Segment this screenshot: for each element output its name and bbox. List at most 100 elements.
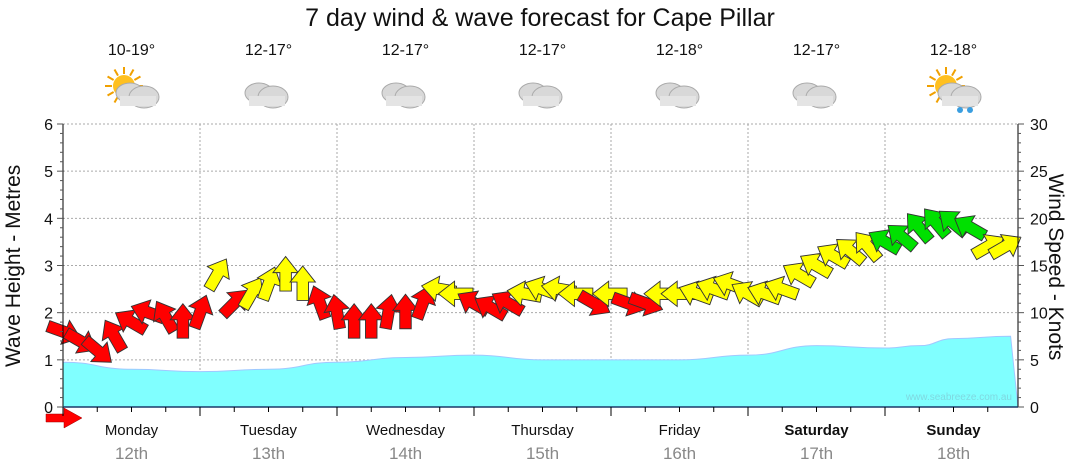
temperature-range: 12-18°: [655, 42, 704, 59]
wind-arrow-shape: [340, 302, 368, 339]
wind-arrow: [764, 275, 800, 302]
right-axis-label: Wind Speed - Knots: [1044, 173, 1067, 361]
cloudy-weather-icon: [200, 66, 337, 116]
wind-arrow-shape: [474, 295, 509, 322]
right-tick-label: 25: [1030, 164, 1048, 181]
day-forecast: 12-17°: [337, 42, 474, 116]
wind-arrow: [375, 293, 403, 331]
wind-arrow: [799, 252, 834, 280]
wind-arrow-shape: [391, 293, 420, 330]
left-tick-label: 3: [44, 259, 53, 276]
wind-arrow: [836, 239, 868, 267]
day-label: Wednesday: [366, 422, 445, 439]
wind-arrow: [591, 280, 628, 308]
wind-arrow-shape: [256, 266, 282, 303]
wind-arrow: [101, 319, 129, 354]
temperature-range: 12-17°: [381, 42, 430, 59]
wind-arrow: [868, 229, 903, 256]
wind-arrow-shape: [272, 255, 300, 292]
wind-arrow: [855, 231, 884, 264]
wind-arrow: [906, 213, 935, 245]
cloudy-weather-icon: [337, 66, 474, 116]
wind-arrow: [289, 265, 317, 301]
left-tick-label: 4: [44, 211, 53, 228]
wind-arrow-shape: [187, 294, 214, 331]
temperature-range: 12-17°: [244, 42, 293, 59]
chart-title: 7 day wind & wave forecast for Cape Pill…: [305, 4, 775, 32]
day-forecast: 12-17°: [474, 42, 611, 116]
wind-arrow: [357, 302, 385, 339]
wind-arrow-shape: [491, 290, 526, 317]
wind-arrow: [924, 208, 952, 240]
wind-arrow-shape: [764, 275, 800, 302]
date-label: 14th: [389, 444, 422, 463]
wind-arrow: [887, 224, 919, 253]
wind-arrow-shape: [80, 334, 112, 363]
wind-arrow: [557, 280, 594, 308]
left-tick-label: 5: [44, 164, 53, 181]
wind-arrow-shape: [203, 258, 230, 293]
wind-arrow: [80, 334, 112, 363]
left-tick-label: 6: [44, 117, 53, 134]
wind-arrow: [114, 309, 149, 336]
wind-direction-marker-arrow: [45, 407, 83, 429]
wind-arrow-shape: [855, 231, 884, 264]
wind-arrow: [272, 255, 300, 292]
right-tick-label: 15: [1030, 259, 1048, 276]
partly-cloudy-weather-icon: [63, 66, 200, 116]
date-label: 13th: [252, 444, 285, 463]
wind-arrow: [187, 294, 214, 331]
wind-arrow: [954, 215, 989, 242]
wind-arrow: [782, 262, 817, 289]
wind-arrow-shape: [101, 319, 129, 354]
wind-arrow-shape: [987, 233, 1022, 261]
wind-arrow: [817, 243, 852, 270]
wind-arrow-shape: [357, 302, 385, 339]
left-axis-label: Wave Height - Metres: [2, 164, 25, 367]
day-label: Friday: [659, 422, 701, 439]
wind-arrow-shape: [836, 239, 868, 267]
temperature-range: 12-18°: [929, 42, 978, 59]
wind-arrow-shape: [323, 293, 351, 331]
wind-arrow-shape: [557, 280, 594, 308]
wind-arrow: [987, 233, 1022, 261]
wind-arrow-shape: [906, 213, 935, 245]
temperature-range: 12-17°: [518, 42, 567, 59]
wind-arrow: [474, 295, 509, 322]
left-tick-label: 2: [44, 306, 53, 323]
wind-arrow-shape: [817, 243, 852, 270]
temperature-range: 12-17°: [792, 42, 841, 59]
watermark: www.seabreeze.com.au: [905, 392, 1012, 403]
cloudy-weather-icon: [474, 66, 611, 116]
wind-arrow: [323, 293, 351, 331]
right-tick-label: 30: [1030, 117, 1048, 134]
right-tick-label: 5: [1030, 353, 1039, 370]
day-label: Thursday: [511, 422, 574, 439]
right-tick-label: 0: [1030, 400, 1039, 417]
day-label: Monday: [105, 422, 159, 439]
date-label: 12th: [115, 444, 148, 463]
wind-arrow-shape: [924, 208, 952, 240]
left-tick-label: 0: [44, 400, 53, 417]
wave-height-area: [62, 335, 1019, 408]
wind-arrow-shape: [114, 309, 149, 336]
right-tick-label: 10: [1030, 306, 1048, 323]
shower-weather-icon: [885, 66, 1022, 116]
wind-arrow-shape: [591, 280, 628, 308]
wind-arrow: [169, 302, 197, 339]
day-forecast: 12-17°: [748, 42, 885, 116]
wind-arrow-shape: [799, 252, 834, 280]
wind-arrow-shape: [868, 229, 903, 256]
temperature-range: 10-19°: [107, 42, 156, 59]
wind-arrow-shape: [437, 280, 474, 308]
date-label: 17th: [800, 444, 833, 463]
date-label: 18th: [937, 444, 970, 463]
wind-arrow-shape: [954, 215, 989, 242]
wind-arrow-shape: [169, 302, 197, 339]
wind-arrow-shape: [289, 265, 317, 301]
wind-arrow-shape: [375, 293, 403, 331]
day-forecast: 10-19°: [63, 42, 200, 116]
day-forecast: 12-18°: [611, 42, 748, 116]
